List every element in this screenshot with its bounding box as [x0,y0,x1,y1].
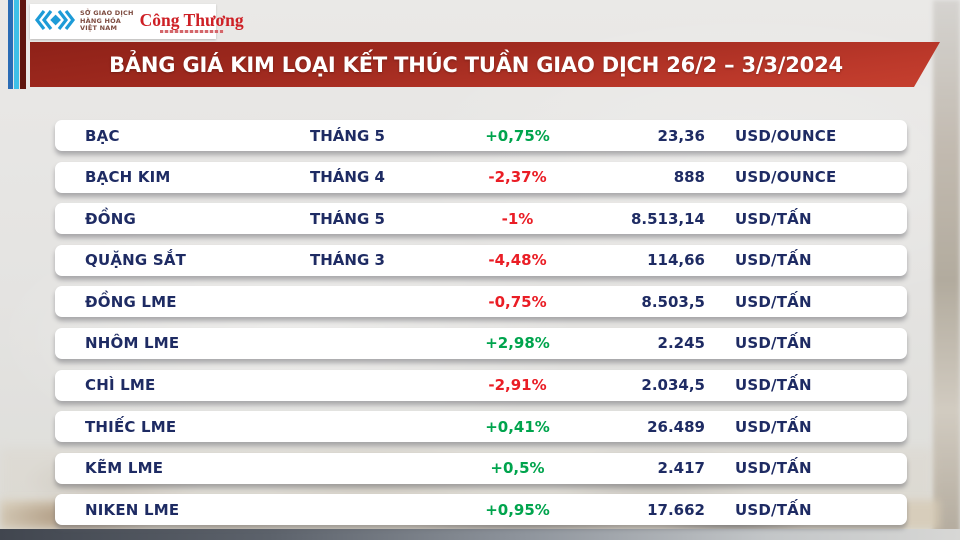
commodity-name: CHÌ LME [85,376,156,395]
contract-month: THÁNG 5 [310,209,385,228]
change-percent: +2,98% [485,334,550,353]
price-value: 888 [673,168,705,187]
price-unit: USD/TẤN [735,500,812,519]
price-unit: USD/TẤN [735,292,812,311]
contract-month: THÁNG 5 [310,126,385,145]
title-banner: BẢNG GIÁ KIM LOẠI KẾT THÚC TUẦN GIAO DỊC… [30,42,940,87]
price-unit: USD/TẤN [735,334,812,353]
commodity-name: ĐỒNG [85,209,136,228]
table-row: KẼM LME +0,5% 2.417 USD/TẤN [55,452,907,484]
price-value: 8.513,14 [630,209,705,228]
price-unit: USD/TẤN [735,209,812,228]
price-value: 2.245 [657,334,705,353]
change-percent: +0,75% [485,126,550,145]
exchange-name-label: SỞ GIAO DỊCH HÀNG HÓA VIỆT NAM [80,9,134,33]
page-title: BẢNG GIÁ KIM LOẠI KẾT THÚC TUẦN GIAO DỊC… [109,52,843,77]
price-value: 26.489 [647,417,705,436]
table-row: ĐỒNG LME -0,75% 8.503,5 USD/TẤN [55,286,907,318]
contract-month: THÁNG 3 [310,251,385,270]
background-photo-right-edge [933,0,960,540]
congthuong-wordmark: Công Thương [139,9,244,30]
change-percent: +0,5% [490,459,545,478]
table-row: QUẶNG SẮT THÁNG 3 -4,48% 114,66 USD/TẤN [55,244,907,276]
change-percent: -2,37% [488,168,547,187]
price-value: 2.034,5 [641,376,705,395]
congthuong-tagline [159,29,224,33]
price-unit: USD/TẤN [735,251,812,270]
change-percent: +0,95% [485,500,550,519]
table-row: NHÔM LME +2,98% 2.245 USD/TẤN [55,327,907,359]
bottom-dark-edge [0,529,960,540]
price-unit: USD/OUNCE [735,126,837,145]
commodity-name: NIKEN LME [85,500,180,519]
table-row: BẠC THÁNG 5 +0,75% 23,36 USD/OUNCE [55,120,907,151]
change-percent: -2,91% [488,376,547,395]
contract-month: THÁNG 4 [310,168,385,187]
table-row: THIẾC LME +0,41% 26.489 USD/TẤN [55,411,907,443]
left-stripe-blue [8,0,13,89]
price-table: BẠC THÁNG 5 +0,75% 23,36 USD/OUNCE BẠCH KIM TH… [55,120,907,526]
price-unit: USD/TẤN [735,417,812,436]
price-value: 114,66 [647,251,705,270]
table-row: ĐỒNG THÁNG 5 -1% 8.513,14 USD/TẤN [55,203,907,235]
mxv-logo-icon [34,8,76,36]
congthuong-logo: Công Thương [140,11,244,33]
commodity-name: THIẾC LME [85,417,177,436]
publisher-logo-box: SỞ GIAO DỊCH HÀNG HÓA VIỆT NAM Công Thươ… [30,4,244,39]
price-value: 23,36 [657,126,705,145]
table-row: NIKEN LME +0,95% 17.662 USD/TẤN [55,494,907,526]
price-value: 8.503,5 [641,292,705,311]
price-value: 17.662 [647,500,705,519]
price-unit: USD/TẤN [735,459,812,478]
left-stripe-cyan [14,0,19,89]
commodity-name: QUẶNG SẮT [85,251,187,270]
price-value: 2.417 [657,459,705,478]
table-row: BẠCH KIM THÁNG 4 -2,37% 888 USD/OUNCE [55,161,907,193]
change-percent: -0,75% [488,292,547,311]
commodity-name: ĐỒNG LME [85,292,177,311]
commodity-name: KẼM LME [85,459,164,478]
change-percent: -1% [501,209,534,228]
commodity-name: NHÔM LME [85,334,180,353]
change-percent: -4,48% [488,251,547,270]
price-unit: USD/OUNCE [735,168,837,187]
table-row: CHÌ LME -2,91% 2.034,5 USD/TẤN [55,369,907,401]
commodity-name: BẠC [85,126,120,145]
commodity-name: BẠCH KIM [85,168,171,187]
left-stripe-maroon [20,0,26,89]
price-unit: USD/TẤN [735,376,812,395]
change-percent: +0,41% [485,417,550,436]
